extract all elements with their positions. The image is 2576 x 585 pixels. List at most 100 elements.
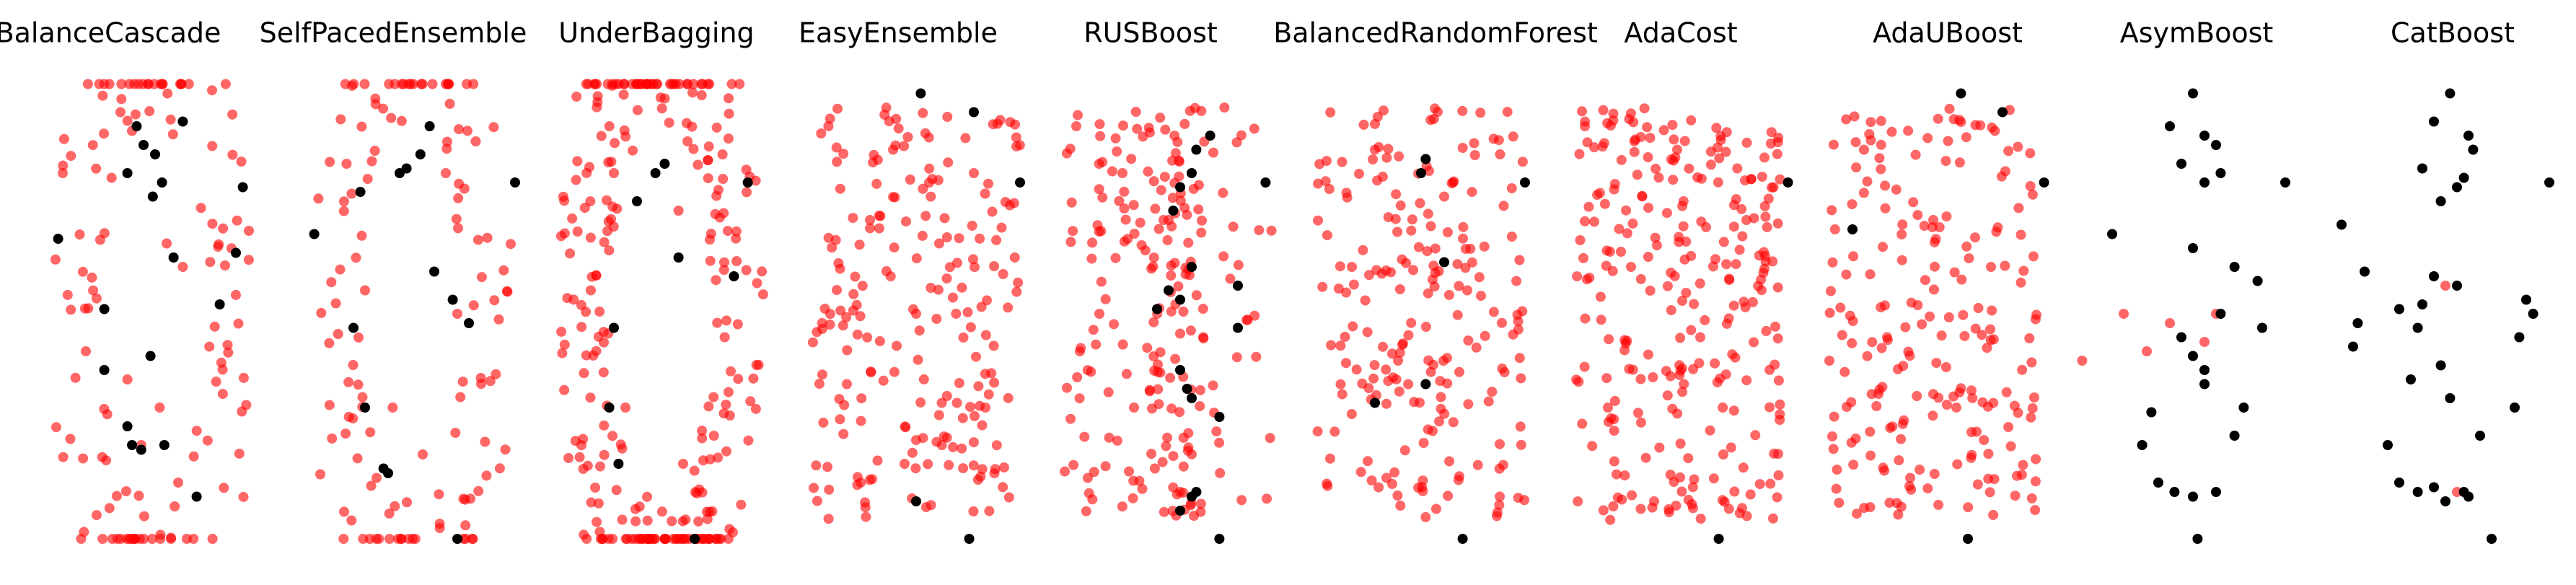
cloud-point — [1879, 465, 1890, 476]
panel-title: AsymBoost — [2120, 17, 2274, 49]
cloud-point — [1677, 296, 1687, 306]
resampled-point — [441, 168, 451, 178]
cloud-point — [87, 140, 98, 151]
cloud-point — [167, 129, 178, 140]
cloud-point — [1463, 335, 1474, 346]
cloud-point — [1161, 441, 1171, 452]
cloud-point — [50, 254, 61, 265]
cloud-point — [1573, 377, 1584, 387]
cloud-point — [1705, 159, 1716, 170]
cloud-point — [1517, 157, 1528, 167]
cloud-point — [1954, 157, 1965, 168]
cloud-point — [980, 330, 991, 340]
cloud-point — [714, 212, 725, 223]
cloud-point — [1262, 493, 1272, 504]
cloud-point — [1975, 120, 1986, 131]
cloud-point — [58, 160, 69, 171]
cloud-point — [1124, 466, 1134, 477]
cloud-point — [324, 338, 335, 348]
cloud-point — [1686, 250, 1697, 261]
cloud-point — [1407, 214, 1417, 225]
cloud-point — [1162, 432, 1173, 443]
panels: BalanceCascade SelfPacedEnsemble UnderBagg… — [0, 17, 2554, 544]
cloud-point — [1094, 119, 1105, 130]
original-point — [452, 534, 462, 544]
cloud-point — [366, 480, 377, 491]
cloud-point — [598, 367, 609, 378]
original-point — [2406, 374, 2416, 384]
cloud-point — [1885, 423, 1896, 434]
original-point — [2544, 177, 2554, 188]
original-point — [650, 168, 661, 178]
cloud-point — [604, 245, 615, 256]
resampled-point — [1164, 215, 1174, 225]
cloud-point — [1941, 211, 1952, 222]
cloud-point — [450, 428, 461, 438]
cloud-point — [1896, 255, 1907, 265]
original-point — [609, 322, 619, 333]
cloud-point — [65, 434, 76, 444]
cloud-point — [1118, 120, 1128, 131]
cloud-point — [1193, 180, 1204, 190]
original-point — [2475, 431, 2485, 441]
cloud-point — [697, 433, 708, 444]
cloud-point — [988, 119, 998, 130]
cloud-point — [1377, 171, 1388, 182]
cloud-point — [905, 175, 915, 185]
cloud-point — [1335, 340, 1346, 351]
cloud-point — [1231, 352, 1242, 363]
cloud-point — [642, 515, 653, 526]
cloud-point — [1972, 479, 1983, 490]
cloud-point — [111, 491, 122, 501]
cloud-point — [1958, 309, 1969, 320]
cloud-point — [369, 146, 380, 156]
original-point — [2229, 431, 2240, 441]
original-point — [429, 266, 439, 277]
cloud-point — [482, 232, 493, 243]
cloud-point — [1363, 383, 1374, 394]
cloud-point — [918, 107, 928, 118]
original-point — [139, 140, 149, 150]
cloud-point — [731, 226, 742, 237]
cloud-point — [1335, 379, 1346, 390]
original-point — [2429, 482, 2439, 493]
cloud-point — [366, 156, 377, 167]
cloud-point — [968, 506, 979, 516]
cloud-point — [2031, 454, 2041, 465]
cloud-point — [162, 88, 173, 99]
cloud-point — [1598, 105, 1609, 115]
cloud-point — [1910, 149, 1921, 160]
cloud-point — [1622, 228, 1632, 239]
cloud-point — [1498, 201, 1509, 211]
cloud-point — [170, 501, 180, 511]
cloud-point — [723, 534, 734, 544]
cloud-point — [1454, 281, 1464, 291]
cloud-point — [1862, 176, 1873, 187]
cloud-point — [593, 331, 604, 342]
cloud-point — [856, 393, 867, 404]
cloud-point — [1847, 316, 1858, 327]
cloud-point — [348, 360, 359, 370]
cloud-point — [1577, 418, 1588, 429]
cloud-point — [989, 377, 1000, 388]
cloud-point — [1391, 374, 1402, 384]
cloud-point — [1747, 296, 1758, 307]
cloud-point — [975, 233, 985, 244]
cloud-point — [589, 79, 600, 89]
cloud-point — [1355, 467, 1366, 478]
cloud-point — [1713, 177, 1723, 188]
cloud-point — [1428, 359, 1438, 370]
cloud-point — [721, 400, 731, 410]
cloud-point — [878, 375, 889, 386]
cloud-point — [1829, 224, 1840, 234]
cloud-point — [316, 307, 327, 318]
cloud-point — [1627, 218, 1638, 229]
original-point — [136, 444, 146, 455]
cloud-point — [1517, 306, 1528, 317]
cloud-point — [1583, 201, 1594, 212]
cloud-point — [618, 89, 629, 100]
cloud-point — [688, 144, 699, 154]
cloud-point — [723, 133, 734, 144]
cloud-point — [559, 339, 570, 350]
cloud-point — [1190, 102, 1200, 113]
